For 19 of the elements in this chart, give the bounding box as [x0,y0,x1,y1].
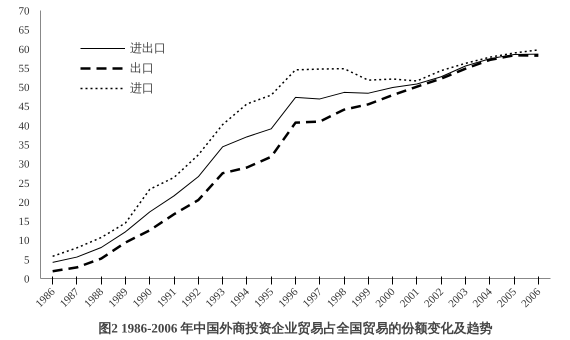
y-tick-label: 50 [18,82,30,94]
text: 图2 1986-2006 年中国外商投资企业贸易占全国贸易的份额变化及趋势 [98,320,493,336]
y-tick-label: 35 [18,140,30,152]
y-tick-label: 15 [18,216,30,228]
y-tick-label: 0 [24,274,30,286]
y-tick-label: 65 [18,24,30,37]
y-tick-label: 10 [18,235,30,248]
y-tick-label: 55 [18,62,30,75]
y-tick-label: 60 [18,44,30,56]
y-tick-label: 25 [18,178,30,190]
y-tick-label: 40 [18,120,30,132]
legend-label: 进出口 [130,40,166,56]
y-tick-label: 20 [18,196,30,209]
y-tick-label: 70 [18,6,30,18]
legend-label: 出口 [130,60,154,76]
y-tick-label: 45 [18,101,30,114]
legend-label: 进口 [130,80,154,96]
y-tick-label: 5 [24,254,30,266]
y-tick-label: 30 [18,158,30,171]
